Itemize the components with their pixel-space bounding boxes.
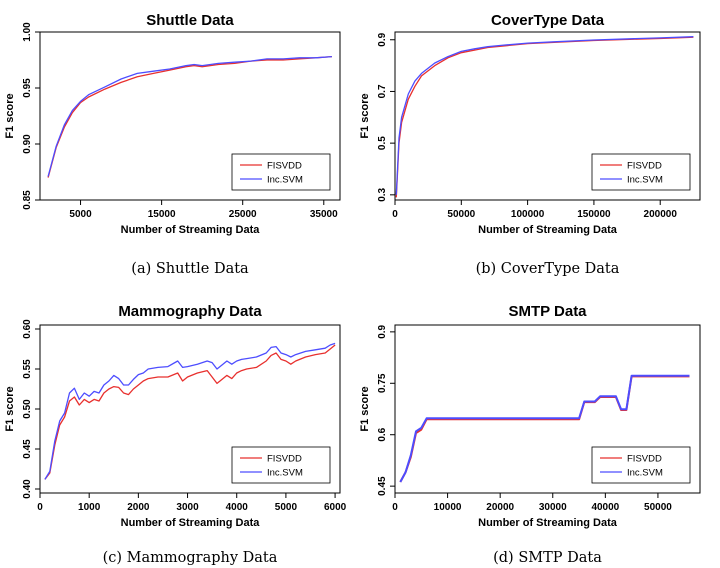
y-tick-label: 0.45 — [377, 476, 388, 496]
legend-label: FISVDD — [627, 161, 662, 172]
figure-caption: (d) SMTP Data — [493, 550, 602, 566]
x-tick-label: 200000 — [644, 209, 678, 220]
plot-frame — [394, 31, 701, 201]
x-tick-label: 0 — [392, 502, 398, 513]
x-tick-label: 20000 — [486, 502, 514, 513]
legend-box — [591, 153, 691, 191]
chart-panel-2: CoverType Data 0 50000 100000 150000 200000 0.… — [359, 12, 701, 277]
legend-label: Inc.SVM — [267, 468, 303, 479]
series-line-inc-svm — [44, 342, 336, 480]
x-tick-label: 100000 — [511, 209, 545, 220]
y-tick-label: 0.9 — [377, 32, 388, 46]
x-tick-label: 5000 — [275, 502, 298, 513]
x-axis-label: Number of Streaming Data — [121, 517, 261, 529]
chart-title: SMTP Data — [508, 303, 587, 320]
x-tick-label: 1000 — [78, 502, 101, 513]
legend-label: FISVDD — [627, 454, 662, 465]
legend: FISVDD Inc.SVM — [591, 446, 691, 484]
x-tick-label: 4000 — [226, 502, 249, 513]
legend: FISVDD Inc.SVM — [591, 153, 691, 191]
y-tick-label: 0.95 — [22, 78, 33, 98]
chart-title: Shuttle Data — [146, 12, 234, 29]
x-tick-label: 6000 — [324, 502, 347, 513]
y-tick-label: 0.40 — [22, 479, 33, 499]
y-tick-label: 0.75 — [377, 373, 388, 393]
y-axis-label: F1 score — [359, 386, 371, 431]
y-tick-label: 0.6 — [377, 427, 388, 441]
x-tick-label: 10000 — [434, 502, 462, 513]
legend: FISVDD Inc.SVM — [231, 446, 331, 484]
x-tick-label: 25000 — [229, 209, 257, 220]
x-tick-label: 2000 — [127, 502, 150, 513]
x-axis-label: Number of Streaming Data — [121, 224, 261, 236]
legend-box — [231, 153, 331, 191]
y-tick-label: 0.3 — [377, 187, 388, 201]
y-axis-label: F1 score — [4, 386, 16, 431]
legend-label: FISVDD — [267, 161, 302, 172]
chart-title: CoverType Data — [491, 12, 605, 29]
figure-caption: (a) Shuttle Data — [131, 261, 249, 277]
series-line-inc-svm — [47, 55, 332, 177]
x-tick-label: 0 — [392, 209, 398, 220]
legend-label: Inc.SVM — [267, 175, 303, 186]
series-line-inc-svm — [395, 36, 694, 195]
x-tick-label: 30000 — [539, 502, 567, 513]
y-tick-label: 0.5 — [377, 136, 388, 150]
y-tick-label: 0.55 — [22, 359, 33, 379]
y-tick-label: 1.00 — [22, 22, 33, 42]
y-tick-label: 0.9 — [377, 324, 388, 338]
x-axis-label: Number of Streaming Data — [478, 517, 618, 529]
y-tick-label: 0.85 — [22, 190, 33, 210]
chart-panel-1: Shuttle Data 5000 15000 25000 35000 0.85 0.90 0… — [4, 12, 341, 277]
y-tick-label: 0.7 — [377, 84, 388, 98]
x-tick-label: 15000 — [148, 209, 176, 220]
y-axis-label: F1 score — [4, 93, 16, 138]
x-tick-label: 50000 — [644, 502, 672, 513]
plot-frame — [39, 31, 341, 201]
x-tick-label: 150000 — [577, 209, 611, 220]
x-tick-label: 3000 — [176, 502, 199, 513]
series-line-inc-svm — [399, 374, 690, 483]
chart-panel-3: Mammography Data 0 1000 2000 3000 4000 5000 600… — [4, 303, 347, 566]
plot-frame — [394, 324, 701, 494]
legend: FISVDD Inc.SVM — [231, 153, 331, 191]
legend-box — [231, 446, 331, 484]
chart-title: Mammography Data — [118, 303, 262, 320]
y-tick-label: 0.90 — [22, 134, 33, 154]
y-tick-label: 0.45 — [22, 439, 33, 459]
y-tick-label: 0.50 — [22, 399, 33, 419]
x-tick-label: 0 — [37, 502, 43, 513]
series-line-fisvdd — [44, 344, 336, 480]
legend-label: Inc.SVM — [627, 175, 663, 186]
x-axis-label: Number of Streaming Data — [478, 224, 618, 236]
x-tick-label: 40000 — [591, 502, 619, 513]
series-line-fisvdd — [47, 55, 332, 178]
y-axis-label: F1 score — [359, 93, 371, 138]
legend-box — [591, 446, 691, 484]
chart-panel-4: SMTP Data 0 10000 20000 30000 40000 50000 0.45 0… — [359, 303, 701, 566]
legend-label: Inc.SVM — [627, 468, 663, 479]
x-tick-label: 50000 — [447, 209, 475, 220]
x-tick-label: 35000 — [310, 209, 338, 220]
figure-caption: (c) Mammography Data — [103, 550, 278, 566]
figure-caption: (b) CoverType Data — [476, 261, 620, 277]
y-tick-label: 0.60 — [22, 319, 33, 339]
legend-label: FISVDD — [267, 454, 302, 465]
x-tick-label: 5000 — [69, 209, 92, 220]
